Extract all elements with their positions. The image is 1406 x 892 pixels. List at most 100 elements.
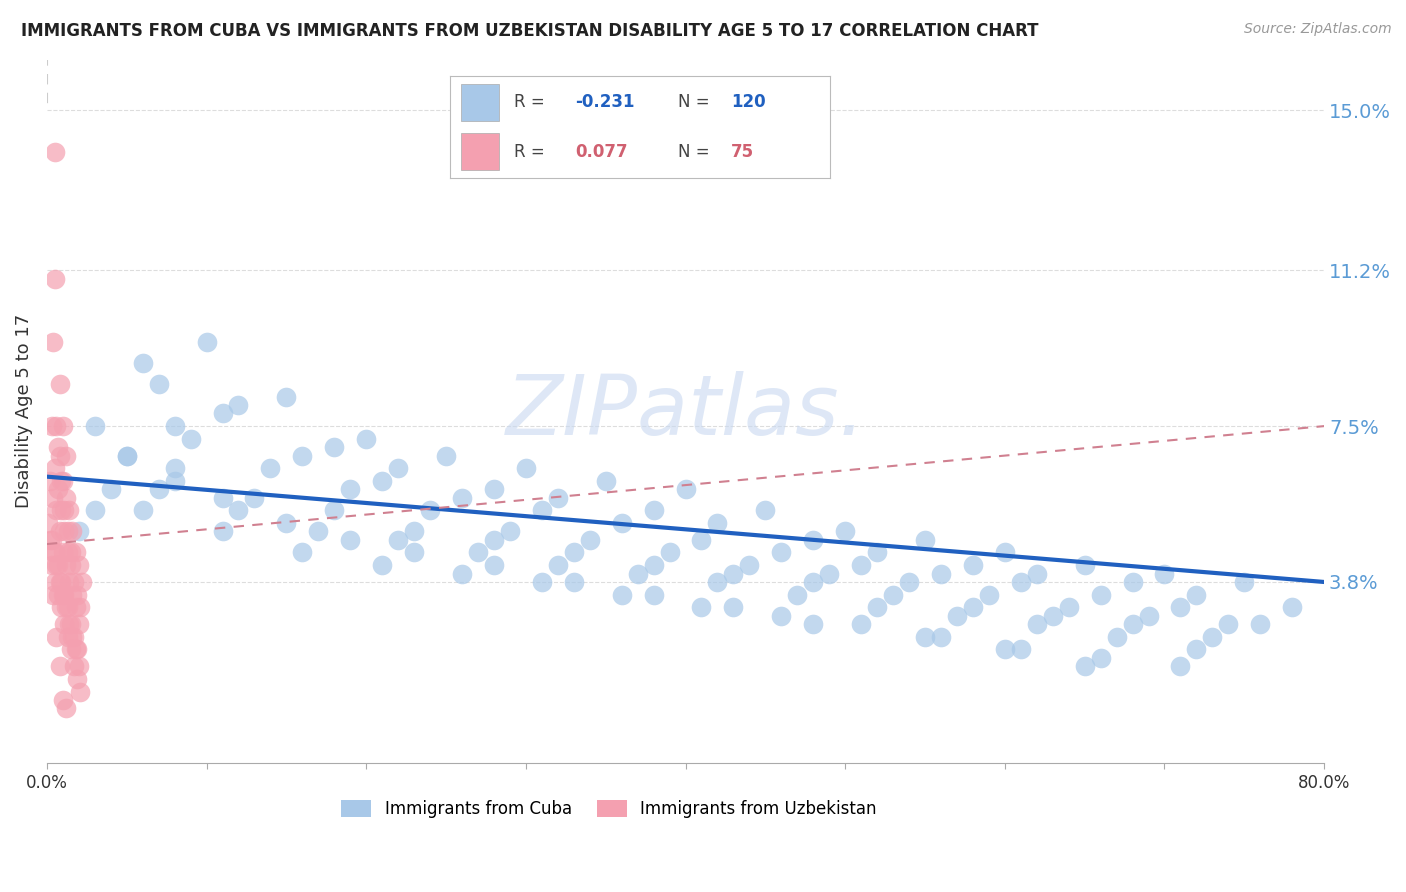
Point xyxy=(45,419,67,434)
Point xyxy=(65,600,87,615)
Point xyxy=(55,600,77,615)
Point xyxy=(1281,600,1303,615)
Point xyxy=(801,617,824,632)
Point xyxy=(866,600,889,615)
Point xyxy=(626,566,648,581)
Point xyxy=(482,558,505,573)
Text: 75: 75 xyxy=(731,143,754,161)
Point xyxy=(1170,659,1192,673)
Point xyxy=(929,630,952,644)
Point xyxy=(834,524,856,539)
Point xyxy=(339,533,361,547)
Point xyxy=(658,545,681,559)
Point xyxy=(52,474,75,488)
Point xyxy=(56,524,79,539)
Point xyxy=(42,491,65,505)
Point xyxy=(45,558,67,573)
Point xyxy=(37,516,59,530)
Point xyxy=(46,558,69,573)
Point xyxy=(962,600,984,615)
Point xyxy=(53,617,76,632)
Point xyxy=(51,574,73,589)
Point xyxy=(690,533,713,547)
Point xyxy=(46,588,69,602)
Point xyxy=(65,545,87,559)
Point xyxy=(41,558,63,573)
Point xyxy=(69,600,91,615)
Point xyxy=(163,474,186,488)
Point xyxy=(44,271,66,285)
Point xyxy=(706,574,728,589)
Point xyxy=(42,545,65,559)
Point xyxy=(62,588,84,602)
Point xyxy=(115,449,138,463)
Point xyxy=(451,566,474,581)
Point xyxy=(53,524,76,539)
Bar xyxy=(461,84,499,121)
Point xyxy=(41,533,63,547)
Point xyxy=(67,558,90,573)
Text: N =: N = xyxy=(678,143,714,161)
Point xyxy=(898,574,921,589)
Point xyxy=(228,398,250,412)
Point xyxy=(467,545,489,559)
Point xyxy=(994,545,1017,559)
Point xyxy=(44,461,66,475)
Point xyxy=(404,545,426,559)
Point xyxy=(738,558,761,573)
Point xyxy=(723,600,745,615)
Point xyxy=(1025,617,1047,632)
Point xyxy=(754,503,776,517)
Text: -0.231: -0.231 xyxy=(575,94,634,112)
Text: 120: 120 xyxy=(731,94,765,112)
Point xyxy=(946,608,969,623)
Point xyxy=(499,524,522,539)
Y-axis label: Disability Age 5 to 17: Disability Age 5 to 17 xyxy=(15,314,32,508)
Point xyxy=(706,516,728,530)
Point xyxy=(62,524,84,539)
Point xyxy=(994,642,1017,657)
Point xyxy=(482,533,505,547)
Point xyxy=(675,483,697,497)
Point xyxy=(211,491,233,505)
Point xyxy=(58,574,80,589)
Point xyxy=(62,630,84,644)
Point xyxy=(451,491,474,505)
Legend: Immigrants from Cuba, Immigrants from Uzbekistan: Immigrants from Cuba, Immigrants from Uz… xyxy=(335,794,883,825)
Point xyxy=(866,545,889,559)
Point xyxy=(67,659,90,673)
Point xyxy=(434,449,457,463)
Point xyxy=(59,617,82,632)
Point xyxy=(387,461,409,475)
Point xyxy=(818,566,841,581)
Point xyxy=(339,483,361,497)
Point xyxy=(371,558,394,573)
Point xyxy=(276,390,298,404)
Point xyxy=(291,545,314,559)
Point xyxy=(148,483,170,497)
Point xyxy=(53,588,76,602)
Point xyxy=(69,684,91,698)
Point xyxy=(1170,600,1192,615)
Point xyxy=(52,693,75,707)
Point xyxy=(48,449,70,463)
Point xyxy=(1025,566,1047,581)
Point xyxy=(39,533,62,547)
Point xyxy=(849,617,872,632)
Point xyxy=(45,630,67,644)
Point xyxy=(914,630,936,644)
Point xyxy=(786,588,808,602)
Point xyxy=(45,503,67,517)
Point xyxy=(42,334,65,349)
Point xyxy=(307,524,329,539)
Point xyxy=(259,461,281,475)
Point xyxy=(1218,617,1240,632)
Text: Source: ZipAtlas.com: Source: ZipAtlas.com xyxy=(1244,22,1392,37)
Point xyxy=(56,600,79,615)
Point xyxy=(770,545,793,559)
Point xyxy=(1201,630,1223,644)
Point xyxy=(67,617,90,632)
Point xyxy=(1122,574,1144,589)
Point xyxy=(1122,617,1144,632)
Point xyxy=(1153,566,1175,581)
